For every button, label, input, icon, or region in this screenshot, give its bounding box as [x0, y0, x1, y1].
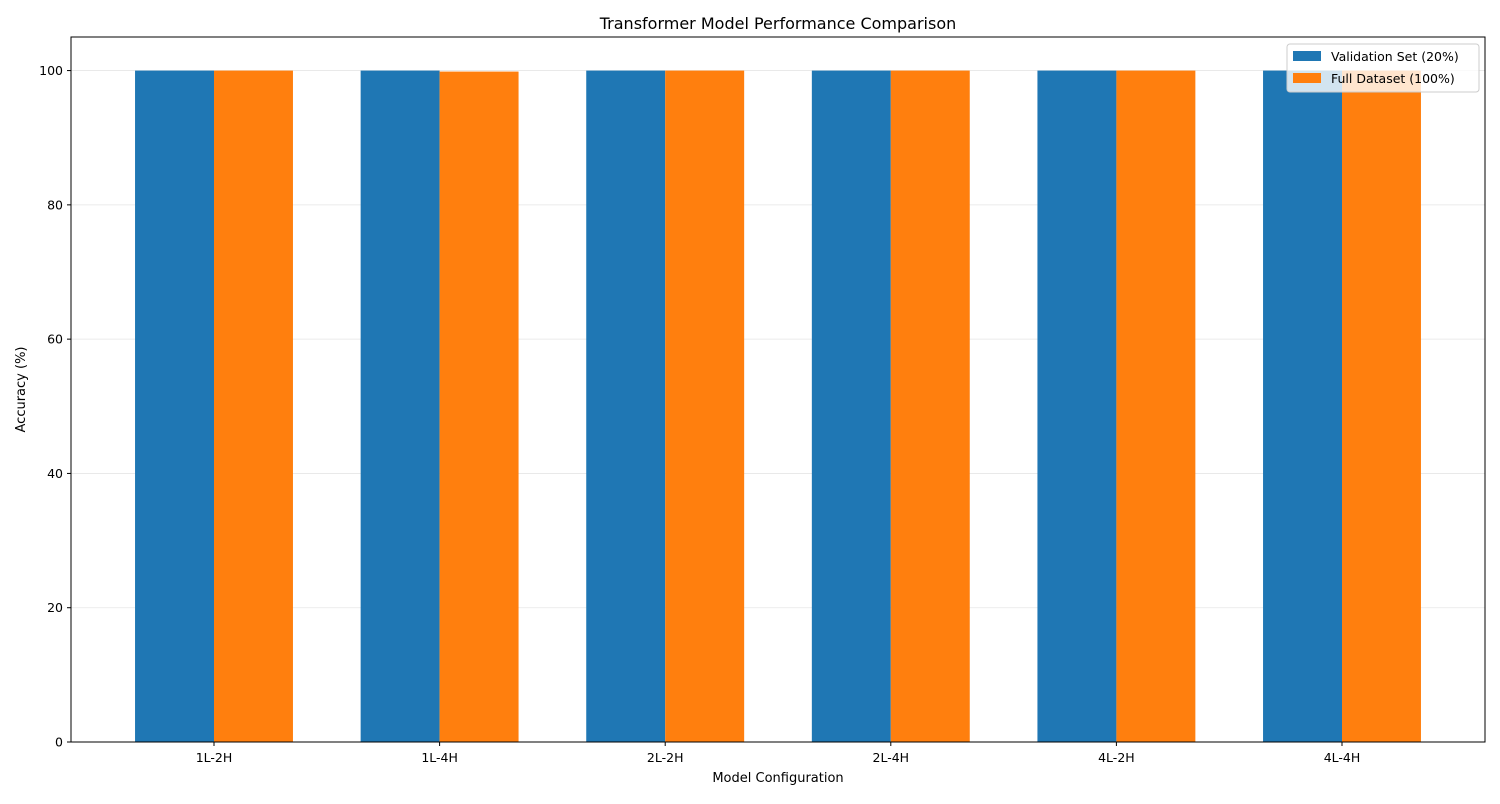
y-tick-label: 40: [47, 466, 63, 481]
y-tick-label: 20: [47, 600, 63, 615]
bar-full-dataset-2L-4H: [890, 70, 970, 743]
x-tick-label: 2L-2H: [647, 750, 684, 765]
y-axis-label: Accuracy (%): [14, 347, 29, 433]
legend-label: Validation Set (20%): [1331, 49, 1459, 64]
x-tick-label: 4L-4H: [1324, 750, 1361, 765]
bar-validation-2L-4H: [811, 70, 891, 743]
y-tick-label: 60: [47, 332, 63, 347]
y-axis: 0 20 40 60 80 100: [39, 63, 71, 750]
x-tick-label: 4L-2H: [1098, 750, 1135, 765]
chart-title: Transformer Model Performance Comparison: [599, 14, 957, 33]
legend-box: [1286, 43, 1480, 93]
x-axis: 1L-2H 1L-4H 2L-2H 2L-4H 4L-2H 4L-4H: [196, 742, 1361, 765]
legend: Validation Set (20%) Full Dataset (100%): [1286, 43, 1480, 93]
legend-label: Full Dataset (100%): [1331, 71, 1455, 86]
bar-full-dataset-2L-2H: [665, 70, 745, 743]
plot-frame: [70, 36, 1486, 743]
bar-validation-1L-4H: [360, 70, 440, 743]
bar-full-dataset-4L-2H: [1116, 70, 1196, 743]
bars: [135, 70, 1421, 743]
x-tick-label: 2L-4H: [873, 750, 910, 765]
y-tick-label: 0: [55, 735, 63, 750]
bar-full-dataset-4L-4H: [1342, 70, 1421, 743]
bar-full-dataset-1L-4H: [439, 71, 519, 743]
x-axis-label: Model Configuration: [712, 771, 843, 786]
bar-validation-2L-2H: [586, 70, 666, 743]
bar-validation-4L-2H: [1037, 70, 1117, 743]
y-tick-label: 80: [47, 197, 63, 212]
bar-full-dataset-1L-2H: [214, 70, 293, 743]
bar-validation-4L-4H: [1263, 70, 1342, 743]
legend-swatch: [1293, 51, 1321, 61]
x-tick-label: 1L-2H: [196, 750, 233, 765]
bar-validation-1L-2H: [135, 70, 214, 743]
legend-swatch: [1293, 73, 1321, 83]
y-tick-label: 100: [39, 63, 63, 78]
x-tick-label: 1L-4H: [421, 750, 458, 765]
